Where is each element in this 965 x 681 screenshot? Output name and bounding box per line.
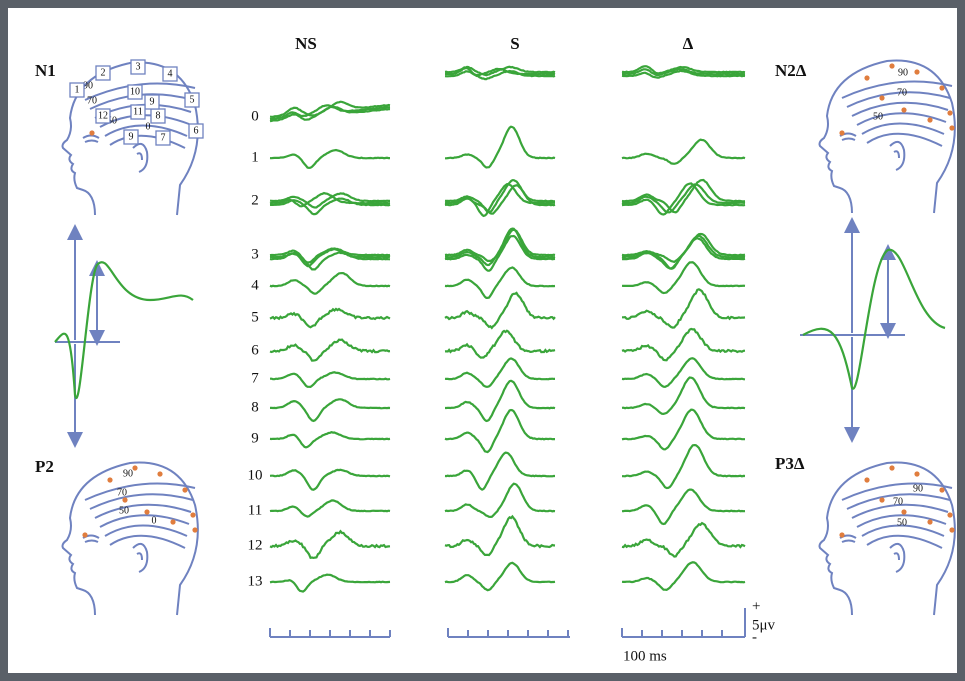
row-label: 2 xyxy=(251,192,259,208)
contour-label: 50 xyxy=(897,517,907,528)
row-label: 7 xyxy=(251,370,259,386)
row-label: 9 xyxy=(251,430,259,446)
row-label: 0 xyxy=(251,108,259,124)
row-label: 4 xyxy=(251,277,259,293)
electrode-label: 4 xyxy=(168,68,173,79)
contour-label: 50 xyxy=(119,505,129,516)
scale-minus: - xyxy=(752,629,757,645)
electrode-label: 1 xyxy=(75,84,80,95)
contour-label: 70 xyxy=(117,487,127,498)
electrode xyxy=(182,487,187,492)
panel-label: N1 xyxy=(35,61,56,80)
electrode-label: 3 xyxy=(136,61,141,72)
electrode xyxy=(839,532,844,537)
electrode xyxy=(132,465,137,470)
contour-label: 70 xyxy=(87,95,97,106)
row-label: 12 xyxy=(248,537,263,553)
electrode xyxy=(157,471,162,476)
electrode xyxy=(949,527,954,532)
electrode xyxy=(927,519,932,524)
electrode xyxy=(889,63,894,68)
contour-label: 70 xyxy=(893,496,903,507)
row-label: 8 xyxy=(251,399,259,415)
electrode xyxy=(192,527,197,532)
column-title: S xyxy=(510,34,519,53)
electrode-label: 9 xyxy=(150,96,155,107)
contour-label: 50 xyxy=(873,111,883,122)
panel-label: P3Δ xyxy=(775,454,805,473)
electrode xyxy=(889,465,894,470)
electrode-label: 11 xyxy=(133,106,143,117)
contour-label: 70 xyxy=(897,87,907,98)
electrode xyxy=(901,509,906,514)
row-label: 5 xyxy=(251,309,259,325)
row-label: 11 xyxy=(248,502,262,518)
panel-label: P2 xyxy=(35,457,54,476)
electrode xyxy=(914,69,919,74)
electrode xyxy=(939,85,944,90)
electrode xyxy=(947,512,952,517)
electrode-label: 5 xyxy=(190,94,195,105)
contour-label: 0 xyxy=(152,515,157,526)
electrode-label: 6 xyxy=(194,125,199,136)
electrode xyxy=(107,477,112,482)
electrode xyxy=(949,125,954,130)
row-label: 10 xyxy=(248,467,263,483)
electrode xyxy=(939,487,944,492)
electrode xyxy=(914,471,919,476)
electrode-label: 2 xyxy=(101,67,106,78)
row-label: 13 xyxy=(248,573,263,589)
row-label: 6 xyxy=(251,342,259,358)
panel-label: N2Δ xyxy=(775,61,807,80)
electrode xyxy=(947,110,952,115)
electrode xyxy=(879,497,884,502)
electrode xyxy=(170,519,175,524)
electrode xyxy=(89,130,94,135)
electrode xyxy=(901,107,906,112)
electrode xyxy=(864,477,869,482)
contour-label: 0 xyxy=(146,121,151,132)
electrode-label: 7 xyxy=(161,132,166,143)
electrode xyxy=(879,95,884,100)
electrode-label: 9 xyxy=(129,131,134,142)
contour-label: 90 xyxy=(913,483,923,494)
contour-label: 90 xyxy=(898,67,908,78)
column-title: NS xyxy=(295,34,317,53)
scale-time: 100 ms xyxy=(623,648,667,664)
electrode-label: 12 xyxy=(98,110,108,121)
electrode-label: 8 xyxy=(156,110,161,121)
row-label: 1 xyxy=(251,149,259,165)
contour-label: 90 xyxy=(123,468,133,479)
figure: NS S Δ N1 P2 N2Δ P3Δ + 5μv - 100 ms 0123… xyxy=(0,0,965,681)
column-title: Δ xyxy=(683,34,694,53)
electrode xyxy=(190,512,195,517)
electrode xyxy=(839,130,844,135)
electrode xyxy=(82,532,87,537)
scale-plus: + xyxy=(752,598,760,614)
electrode xyxy=(927,117,932,122)
electrode xyxy=(864,75,869,80)
electrode xyxy=(144,509,149,514)
row-label: 3 xyxy=(251,246,259,262)
electrode-label: 10 xyxy=(130,86,140,97)
